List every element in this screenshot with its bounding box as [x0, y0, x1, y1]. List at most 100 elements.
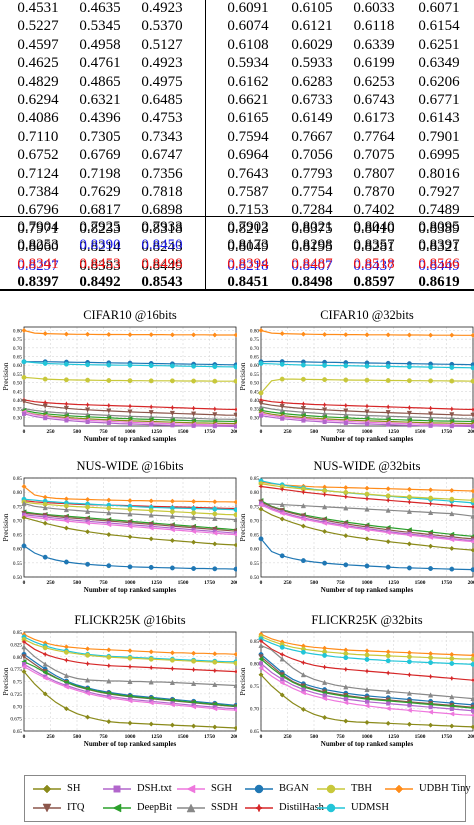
- legend-label: SGH: [211, 783, 233, 794]
- y-tick-label: 0.55: [13, 372, 22, 378]
- data-point: [85, 529, 91, 535]
- data-point: [279, 656, 285, 662]
- data-point: [448, 502, 455, 509]
- data-point: [191, 566, 197, 571]
- table-cell: 0.7198: [79, 165, 121, 182]
- data-point: [449, 378, 455, 384]
- data-point: [343, 718, 349, 724]
- data-point: [148, 649, 154, 655]
- data-point: [85, 331, 91, 337]
- x-tick-label: 500: [73, 734, 81, 740]
- table-cell: 0.7384: [17, 184, 59, 200]
- table-cell: 0.6251: [418, 36, 460, 53]
- data-point: [127, 698, 133, 704]
- y-tick-label: 0.50: [250, 381, 259, 387]
- data-point: [169, 363, 175, 369]
- y-tick-label: 0.675: [10, 717, 22, 723]
- legend-label: TBH: [351, 783, 372, 794]
- data-point: [148, 656, 154, 662]
- data-point: [470, 695, 474, 702]
- table-row: 0.5227 0.5345 0.5370 0.6074 0.6121 0.6118 0.61…: [0, 17, 474, 36]
- x-tick-label: 1000: [362, 734, 373, 740]
- data-point: [449, 487, 455, 493]
- data-point: [470, 708, 474, 713]
- table-cell: 0.8021: [291, 219, 333, 235]
- data-point: [106, 719, 112, 725]
- x-tick-label: 2000: [468, 734, 474, 740]
- data-point: [212, 681, 218, 687]
- x-tick-label: 2000: [231, 734, 237, 740]
- y-tick-label: 0.825: [10, 642, 22, 648]
- x-tick-label: 1000: [362, 429, 373, 435]
- series-group: [21, 327, 237, 429]
- data-point: [279, 501, 285, 508]
- x-axis-label: Number of top ranked samples: [84, 740, 177, 748]
- data-point: [364, 332, 370, 338]
- table-cell: 0.4086: [17, 110, 59, 127]
- data-point: [233, 406, 237, 413]
- data-point: [106, 497, 112, 503]
- plot-frame: [260, 477, 474, 578]
- data-point: [300, 706, 306, 712]
- data-point: [470, 567, 474, 573]
- x-tick-label: 0: [23, 429, 26, 435]
- data-point: [394, 784, 404, 794]
- y-tick-label: 0.45: [250, 389, 259, 395]
- table-cell: 0.7870: [353, 184, 395, 200]
- table-cell: 0.7818: [141, 184, 183, 200]
- x-tick-label: 1750: [441, 580, 452, 586]
- data-point: [21, 664, 27, 670]
- chart-canvas: 0.80 0.75 0.70 0.65 0.60 0.55 0.50 0.45 0.40 0.35…: [238, 326, 474, 443]
- data-point: [63, 377, 69, 383]
- table-row: 0.4597 0.4958 0.5127 0.6108 0.6029 0.6339 0.62…: [0, 36, 474, 55]
- table-cell: 0.7793: [291, 165, 333, 182]
- data-point: [364, 421, 370, 426]
- data-point: [406, 565, 412, 571]
- table-cell: 0.6349: [418, 55, 460, 72]
- table-cell: 0.6074: [227, 18, 269, 35]
- data-point: [407, 703, 412, 708]
- data-point: [191, 378, 197, 384]
- x-tick-label: 1250: [151, 429, 162, 435]
- data-point: [343, 697, 348, 702]
- results-table: 0.4531 0.4635 0.4923 0.6091 0.6105 0.6033 0.60…: [0, 0, 474, 291]
- y-axis-label: Precision: [1, 362, 10, 390]
- data-point: [85, 652, 91, 658]
- data-point: [63, 684, 69, 690]
- x-tick-label: 2000: [231, 580, 237, 586]
- table-cell: 0.6752: [17, 147, 59, 164]
- table-cell: 0.8498: [141, 255, 183, 272]
- chart-title: CIFAR10 @32bits: [320, 308, 414, 322]
- x-tick-label: 1000: [362, 580, 373, 586]
- x-tick-label: 1250: [151, 580, 162, 586]
- data-point: [300, 362, 306, 368]
- y-tick-label: 0.30: [250, 415, 259, 421]
- table-cell: 0.4635: [79, 0, 121, 16]
- data-point: [321, 679, 328, 685]
- table-cell: 0.4975: [141, 73, 183, 90]
- data-point: [212, 515, 218, 521]
- table-cell: 0.6796: [17, 202, 59, 219]
- data-point: [280, 416, 285, 421]
- table-cell: 0.8389: [418, 220, 460, 237]
- data-point: [106, 408, 112, 414]
- table-cell: 0.8218: [227, 257, 269, 274]
- table-cell: 0.6771: [418, 92, 460, 108]
- data-point: [113, 785, 121, 793]
- legend-swatch: [103, 803, 131, 813]
- legend-label: DSH.txt: [137, 783, 172, 794]
- y-tick-label: 0.80: [250, 662, 259, 668]
- data-point: [191, 332, 197, 338]
- y-tick-label: 0.75: [250, 337, 259, 343]
- table-cell: 0.8397: [17, 274, 59, 291]
- y-tick-label: 0.75: [13, 680, 22, 686]
- data-point: [448, 406, 455, 412]
- data-point: [85, 377, 91, 383]
- table-cell: 0.5934: [227, 55, 269, 72]
- plot-frame: [260, 326, 474, 427]
- data-point: [148, 410, 154, 416]
- table-cell: 0.8449: [141, 257, 183, 274]
- x-tick-label: 750: [336, 734, 344, 740]
- data-point: [106, 421, 111, 426]
- data-point: [364, 527, 370, 533]
